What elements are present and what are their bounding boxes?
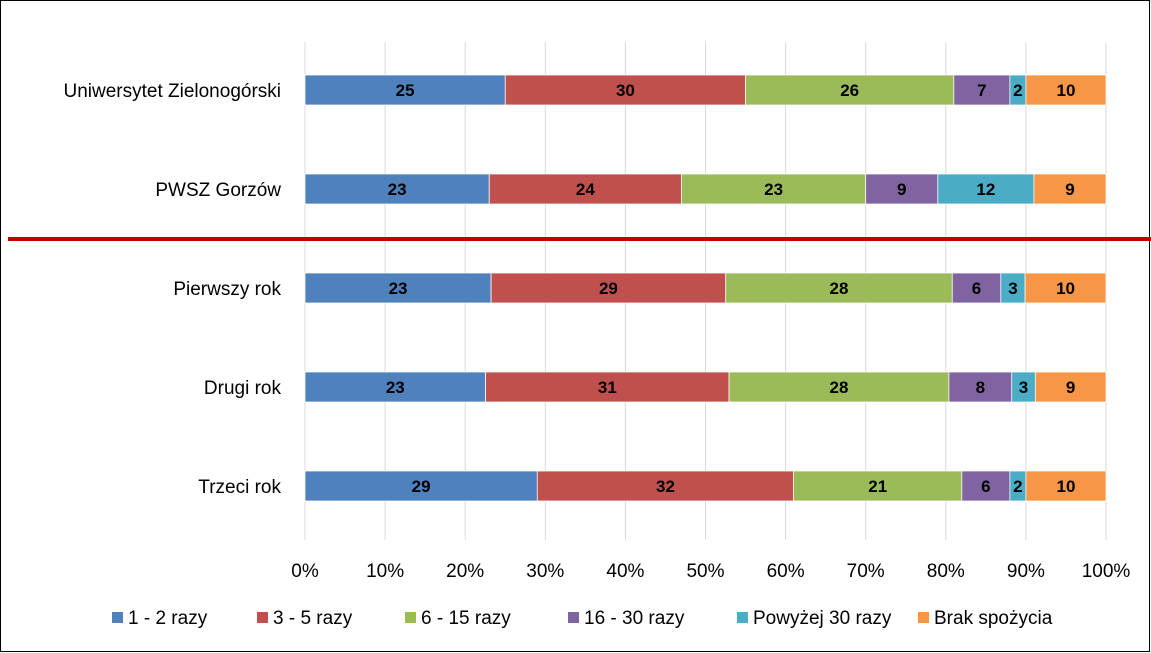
- data-label: 32: [656, 477, 675, 496]
- legend-label: 6 - 15 razy: [421, 608, 511, 629]
- data-label: 9: [897, 180, 906, 199]
- category-label: Drugi rok: [204, 378, 282, 399]
- x-tick-label: 0%: [291, 561, 319, 582]
- legend-swatch: [112, 612, 123, 623]
- bar-segment: [304, 371, 486, 403]
- data-label: 12: [976, 180, 995, 199]
- x-tick-label: 70%: [847, 561, 885, 582]
- legend-swatch: [918, 612, 929, 623]
- x-tick-label: 90%: [1007, 561, 1045, 582]
- data-label: 9: [1066, 378, 1075, 397]
- data-label: 28: [830, 279, 849, 298]
- legend-label: 16 - 30 razy: [584, 608, 685, 629]
- bar-segment: [961, 470, 1011, 502]
- data-label: 30: [616, 81, 635, 100]
- data-label: 3: [1019, 378, 1028, 397]
- data-label: 6: [981, 477, 990, 496]
- bar-segment: [793, 470, 963, 502]
- category-label: PWSZ Gorzów: [155, 180, 281, 201]
- bar-segment: [488, 173, 682, 205]
- x-tick-label: 10%: [366, 561, 404, 582]
- data-label: 28: [830, 378, 849, 397]
- x-tick-label: 50%: [686, 561, 724, 582]
- x-tick-label: 60%: [767, 561, 805, 582]
- bar-segment: [304, 74, 506, 106]
- bar-segment: [745, 74, 955, 106]
- data-label: 24: [576, 180, 595, 199]
- data-label: 2: [1013, 81, 1022, 100]
- bar-segment: [1033, 173, 1107, 205]
- bar-segment: [953, 74, 1011, 106]
- data-label: 29: [412, 477, 431, 496]
- legend-swatch: [257, 612, 268, 623]
- data-label: 29: [599, 279, 618, 298]
- bar-segment: [951, 272, 1002, 304]
- data-label: 23: [386, 378, 405, 397]
- data-label: 23: [389, 279, 408, 298]
- bar-segment: [1034, 371, 1107, 403]
- bar-segment: [504, 74, 746, 106]
- bar-segment: [304, 173, 490, 205]
- x-tick-label: 100%: [1082, 561, 1131, 582]
- legend-swatch: [405, 612, 416, 623]
- category-label: Trzeci rok: [198, 477, 281, 498]
- data-label: 7: [977, 81, 986, 100]
- legend-swatch: [568, 612, 579, 623]
- data-label: 3: [1008, 279, 1017, 298]
- data-label: 2: [1013, 477, 1022, 496]
- bar-segment: [536, 470, 794, 502]
- bar-segment: [937, 173, 1035, 205]
- legend: 1 - 2 razy 3 - 5 razy 6 - 15 razy 16 - 30 r…: [112, 608, 1053, 629]
- category-label: Uniwersytet Zielonogórski: [63, 81, 281, 102]
- legend-label: 3 - 5 razy: [273, 608, 353, 629]
- bar-segment: [725, 272, 953, 304]
- data-label: 21: [868, 477, 887, 496]
- data-label: 23: [764, 180, 783, 199]
- data-label: 6: [972, 279, 981, 298]
- bar-segment: [304, 470, 538, 502]
- data-label: 10: [1056, 279, 1075, 298]
- bar-segment: [1025, 74, 1107, 106]
- data-label: 31: [598, 378, 617, 397]
- data-label: 8: [976, 378, 985, 397]
- data-label: 25: [396, 81, 415, 100]
- bar-segment: [1024, 272, 1107, 304]
- x-tick-label: 30%: [526, 561, 564, 582]
- x-tick-label: 40%: [606, 561, 644, 582]
- bar-segment: [1025, 470, 1107, 502]
- legend-label: Powyżej 30 razy: [753, 608, 892, 629]
- legend-label: 1 - 2 razy: [128, 608, 208, 629]
- category-labels: Uniwersytet Zielonogórski PWSZ Gorzów Pier…: [63, 81, 281, 498]
- x-tick-labels: 0% 10% 20% 30% 40% 50% 60% 70% 80% 90% 100%: [291, 561, 1130, 582]
- data-label: 9: [1065, 180, 1074, 199]
- bar-segment: [681, 173, 867, 205]
- legend-swatch: [737, 612, 748, 623]
- bar-segment: [490, 272, 727, 304]
- data-label: 10: [1056, 81, 1075, 100]
- bar-segment: [948, 371, 1013, 403]
- category-label: Pierwszy rok: [173, 279, 281, 300]
- x-tick-label: 20%: [446, 561, 484, 582]
- bar-segment: [728, 371, 950, 403]
- x-tick-label: 80%: [927, 561, 965, 582]
- data-label: 26: [840, 81, 859, 100]
- bar-segment: [1000, 272, 1026, 304]
- data-label: 10: [1056, 477, 1075, 496]
- data-label: 23: [388, 180, 407, 199]
- legend-label: Brak spożycia: [934, 608, 1053, 629]
